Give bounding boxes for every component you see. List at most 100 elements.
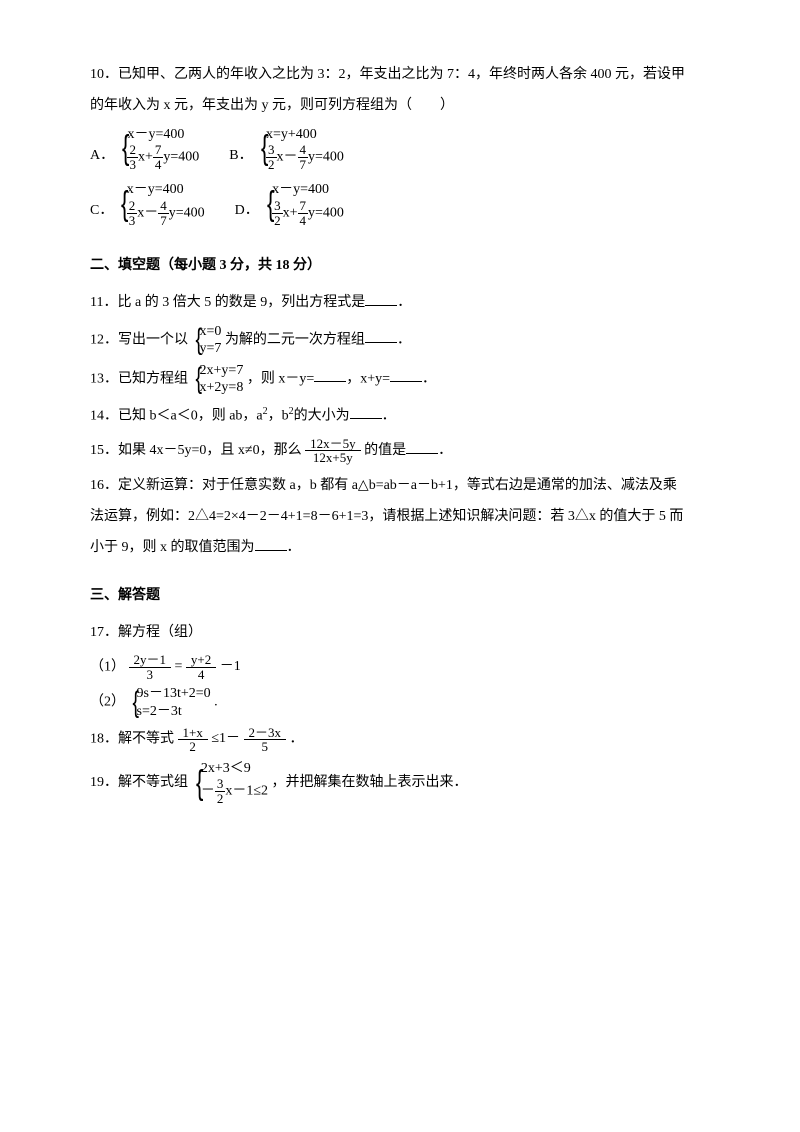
sys-d: { x－y=400 32x+74y=400 (263, 181, 344, 227)
t: x－ (277, 149, 298, 164)
q11: 11．比 a 的 3 倍大 5 的数是 9，列出方程式是． (90, 288, 710, 319)
sys-a: { x－y=400 23x+74y=400 (118, 126, 199, 172)
brace-icon: { (195, 364, 202, 394)
blank (406, 439, 438, 454)
fr-d: 12x+5y (305, 451, 361, 465)
d: 2 (178, 740, 208, 754)
q10-opt-d: D． { x－y=400 32x+74y=400 (235, 181, 344, 227)
q18-tail: ． (290, 732, 304, 747)
q13-tail: ． (422, 371, 436, 386)
q10-opt-b: B． { x=y+400 32x－47y=400 (229, 126, 344, 172)
q18: 18．解不等式 1+x2 ≤1－ 2－3x5 ． (90, 724, 710, 755)
n: 3 (215, 777, 226, 792)
q19: 19．解不等式组 { 2x+3＜9 －32x－1≤2 ，并把解集在数轴上表示出来… (90, 760, 710, 806)
q13-lead: 已知方程组 (118, 371, 188, 386)
fr: 4 (298, 214, 309, 228)
q17-part2: （2） { 9s－13t+2=0s=2－3t . (90, 685, 710, 720)
q15: 15．如果 4x－5y=0，且 x≠0，那么 12x－5y12x+5y 的值是． (90, 436, 710, 467)
q12-num: 12． (90, 332, 118, 347)
fr: 7 (298, 199, 309, 214)
t: y=400 (163, 149, 199, 164)
q19-r1: 2x+3＜9 (201, 760, 268, 778)
brace-icon: { (267, 187, 274, 221)
q15-tail: ． (438, 443, 452, 458)
q17: 17．解方程（组） (90, 618, 710, 649)
brace-icon: { (261, 131, 268, 165)
fr-n: 12x－5y (305, 437, 361, 452)
q11-num: 11． (90, 295, 117, 310)
fr: 4 (298, 143, 309, 158)
q12-lead: 写出一个以 (118, 332, 188, 347)
q18-f2: 2－3x5 (244, 726, 287, 754)
section3-title: 三、解答题 (90, 581, 710, 612)
r2: s=2－3t (137, 703, 211, 721)
p2-tail: . (214, 695, 218, 710)
q14-num: 14． (90, 408, 118, 423)
t: x+ (283, 205, 298, 220)
q12-sys: { x=0y=7 (192, 323, 222, 358)
q10-opt-c: C． { x－y=400 23x－47y=400 (90, 181, 205, 227)
sys-a-row2: 23x+74y=400 (127, 143, 199, 171)
brace-icon: { (195, 766, 202, 800)
q12-tail: ． (397, 332, 411, 347)
n: 2－3x (244, 726, 287, 741)
q10-num: 10． (90, 67, 118, 82)
q11-text: 比 a 的 3 倍大 5 的数是 9，列出方程式是 (117, 295, 365, 310)
blank (365, 291, 397, 306)
blank (365, 328, 397, 343)
t: y=400 (308, 205, 344, 220)
d: 3 (129, 668, 172, 682)
sys-b-row1: x=y+400 (266, 126, 344, 144)
q17-text: 解方程（组） (118, 625, 202, 640)
q15-after: 的值是 (364, 443, 406, 458)
q12-r2: y=7 (200, 340, 222, 358)
n: 2y－1 (129, 653, 172, 668)
q10-options: A． { x－y=400 23x+74y=400 B． { x=y+400 (90, 126, 710, 178)
q16: 16．定义新运算：对于任意实数 a，b 都有 a△b=ab－a－b+1，等式右边… (90, 471, 710, 563)
q16-l2: 法运算，例如：2△4=2×4－2－4+1=8－6+1=3，请根据上述知识解决问题… (90, 509, 683, 524)
q18-num: 18． (90, 732, 118, 747)
q17-p1-label: （1） (90, 659, 125, 674)
r1: 9s－13t+2=0 (137, 685, 211, 703)
q18-mid: ≤1－ (211, 731, 240, 746)
q19-lead: 解不等式组 (118, 775, 188, 790)
eq: = (175, 659, 183, 674)
q13-r1: 2x+y=7 (200, 362, 244, 380)
t: y=400 (308, 149, 344, 164)
fr: 7 (298, 158, 309, 172)
blank (350, 404, 382, 419)
fr: 7 (153, 143, 164, 158)
t: x+ (138, 149, 153, 164)
opt-label-d: D． (235, 196, 259, 227)
sys-c-row1: x－y=400 (127, 181, 205, 199)
q12: 12．写出一个以 { x=0y=7 为解的二元一次方程组 ． (90, 323, 710, 358)
sys-d-row1: x－y=400 (272, 181, 344, 199)
q16-l1: 定义新运算：对于任意实数 a，b 都有 a△b=ab－a－b+1，等式右边是通常… (118, 478, 677, 493)
brace-icon: { (195, 325, 202, 355)
n: y+2 (186, 653, 216, 668)
sys-c: { x－y=400 23x－47y=400 (117, 181, 204, 227)
n: 1+x (178, 726, 208, 741)
q15-frac: 12x－5y12x+5y (305, 437, 361, 465)
d: 2 (215, 792, 226, 806)
brace-icon: { (121, 187, 128, 221)
sys-c-row2: 23x－47y=400 (127, 199, 205, 227)
section2-title: 二、填空题（每小题 3 分，共 18 分） (90, 251, 710, 282)
brace-icon: { (122, 131, 129, 165)
q10: 10．已知甲、乙两人的年收入之比为 3：2，年支出之比为 7：4，年终时两人各余… (90, 60, 710, 122)
q19-r2: －32x－1≤2 (201, 777, 268, 805)
q17-part1: （1） 2y－13 = y+24 －1 (90, 653, 710, 681)
q10-options-row2: C． { x－y=400 23x－47y=400 D． { x－y=400 (90, 181, 710, 233)
q18-lead: 解不等式 (118, 732, 174, 747)
brace-icon: { (132, 688, 139, 718)
q10-line1: 10．已知甲、乙两人的年收入之比为 3：2，年支出之比为 7：4，年终时两人各余… (90, 67, 685, 82)
q14-mid: ，b (268, 408, 289, 423)
q17-p1-f2: y+24 (186, 653, 216, 681)
fr: 4 (158, 199, 169, 214)
q16-l3: 小于 9，则 x 的取值范围为 (90, 540, 255, 555)
q13: 13．已知方程组 { 2x+y=7x+2y=8 ，则 x－y=，x+y=． (90, 362, 710, 397)
q15-num: 15． (90, 443, 118, 458)
sys-b-row2: 32x－47y=400 (266, 143, 344, 171)
q12-after: 为解的二元一次方程组 (225, 332, 365, 347)
q13-num: 13． (90, 371, 118, 386)
